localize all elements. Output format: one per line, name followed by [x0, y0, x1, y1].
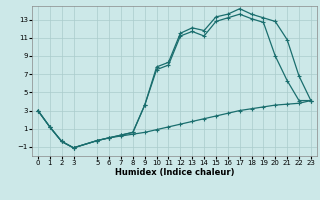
X-axis label: Humidex (Indice chaleur): Humidex (Indice chaleur) — [115, 168, 234, 177]
